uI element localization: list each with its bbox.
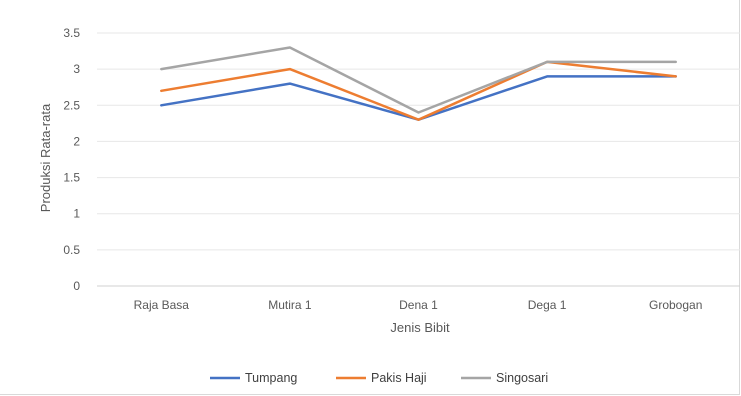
y-tick-label: 2 [73, 134, 80, 148]
series-line-singosari [160, 46, 677, 114]
legend: Tumpang Pakis Haji Singosari [210, 371, 548, 385]
y-tick-label: 2.5 [63, 98, 80, 112]
x-tick-labels: Raja Basa Mutira 1 Dena 1 Dega 1 Grobogan [134, 298, 703, 312]
y-tick-label: 0 [73, 279, 80, 293]
series-lines [160, 46, 677, 121]
y-tick-labels: 0 0.5 1 1.5 2 2.5 3 3.5 [63, 26, 80, 293]
x-tick-label: Raja Basa [134, 298, 190, 312]
y-tick-label: 0.5 [63, 243, 80, 257]
legend-label: Singosari [496, 371, 548, 385]
y-tick-label: 3 [73, 62, 80, 76]
y-tick-label: 1 [73, 207, 80, 221]
y-tick-label: 1.5 [63, 171, 80, 185]
legend-label: Tumpang [245, 371, 297, 385]
gridlines [97, 32, 740, 287]
x-tick-label: Dega 1 [528, 298, 567, 312]
x-axis-title: Jenis Bibit [390, 320, 450, 335]
y-tick-label: 3.5 [63, 26, 80, 40]
x-tick-label: Dena 1 [399, 298, 438, 312]
legend-label: Pakis Haji [371, 371, 427, 385]
x-tick-label: Grobogan [649, 298, 702, 312]
series-line-pakis-haji [160, 60, 677, 121]
x-tick-label: Mutira 1 [268, 298, 312, 312]
y-axis-title: Produksi Rata-rata [38, 103, 53, 212]
